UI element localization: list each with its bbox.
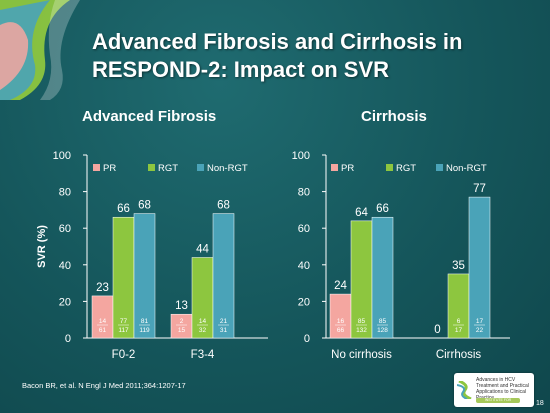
fraction-denominator: 32 xyxy=(199,327,207,334)
legend-label-non-rgt: Non-RGT xyxy=(207,163,248,174)
legend-swatch-rgt xyxy=(386,164,393,171)
bar-pr xyxy=(170,313,193,339)
category-label: F0-2 xyxy=(112,349,136,361)
citation: Bacon BR, et al. N Engl J Med 2011;364:1… xyxy=(22,381,186,390)
y-tick-label: 0 xyxy=(65,333,71,345)
fraction-numerator: 2 xyxy=(180,318,184,325)
fraction-numerator: 17 xyxy=(476,318,484,325)
fraction-denominator: 61 xyxy=(99,327,107,334)
y-tick-label: 20 xyxy=(59,296,71,308)
category-label: No cirrhosis xyxy=(331,349,392,361)
bar-rgt xyxy=(447,273,470,339)
bar-pr xyxy=(91,295,114,339)
y-tick-label: 80 xyxy=(298,187,310,199)
data-label: 44 xyxy=(196,243,209,255)
data-label: 64 xyxy=(355,207,368,219)
legend-label-pr: PR xyxy=(341,163,354,174)
legend-label-rgt: RGT xyxy=(158,163,178,174)
fraction-denominator: 119 xyxy=(139,327,150,334)
legend-swatch-non-rgt xyxy=(436,164,443,171)
y-tick-label: 100 xyxy=(292,150,310,162)
bar-non-rgt xyxy=(212,213,235,339)
fraction-denominator: 22 xyxy=(476,327,484,334)
conference-badge: Advances in HCV Treatment and Practical … xyxy=(454,373,534,407)
bar-rgt xyxy=(112,216,135,339)
fraction-denominator: 17 xyxy=(455,327,463,334)
legend-label-rgt: RGT xyxy=(396,163,416,174)
fraction-denominator: 15 xyxy=(178,327,186,334)
data-label: 66 xyxy=(376,203,389,215)
badge-pill: INSTITUTE FOR GASTROENTEROLOGY xyxy=(476,398,520,407)
legend-swatch-pr xyxy=(93,164,100,171)
data-label: 35 xyxy=(452,260,465,272)
data-label: 68 xyxy=(138,200,151,212)
bar-rgt xyxy=(350,220,373,339)
y-tick-label: 40 xyxy=(59,260,71,272)
fraction-denominator: 31 xyxy=(220,327,228,334)
fraction-numerator: 14 xyxy=(99,318,107,325)
category-label: Cirrhosis xyxy=(436,349,482,361)
fraction-numerator: 16 xyxy=(337,318,345,325)
fraction-numerator: 21 xyxy=(220,318,228,325)
legend-swatch-non-rgt xyxy=(197,164,204,171)
chart-title-cirrhosis: Cirrhosis xyxy=(361,108,427,125)
chart-title-advanced-fibrosis: Advanced Fibrosis xyxy=(82,108,217,125)
data-label: 77 xyxy=(473,183,486,195)
data-label: 13 xyxy=(175,300,188,312)
y-tick-label: 0 xyxy=(304,333,310,345)
fraction-numerator: 81 xyxy=(141,318,149,325)
data-label: 66 xyxy=(117,203,130,215)
y-tick-label: 60 xyxy=(59,223,71,235)
slide-title: Advanced Fibrosis and Cirrhosis in RESPO… xyxy=(92,29,463,82)
y-tick-label: 40 xyxy=(298,260,310,272)
legend-swatch-rgt xyxy=(148,164,155,171)
legend-swatch-pr xyxy=(331,164,338,171)
data-label: 0 xyxy=(434,324,440,336)
y-axis-label: SVR (%) xyxy=(36,225,48,268)
fraction-numerator: 14 xyxy=(199,318,207,325)
fraction-denominator: 66 xyxy=(337,327,345,334)
category-label: F3-4 xyxy=(191,349,215,361)
ribbon-logo xyxy=(0,0,80,100)
bar-rgt xyxy=(191,257,214,339)
y-tick-label: 100 xyxy=(53,150,71,162)
y-tick-label: 60 xyxy=(298,223,310,235)
fraction-numerator: 85 xyxy=(358,318,366,325)
fraction-numerator: 77 xyxy=(120,318,128,325)
badge-logo-icon xyxy=(457,381,472,399)
fraction-denominator: 132 xyxy=(356,327,367,334)
data-label: 24 xyxy=(334,280,347,292)
fraction-numerator: 6 xyxy=(457,318,461,325)
bar-pr xyxy=(329,293,352,339)
legend-label-non-rgt: Non-RGT xyxy=(446,163,487,174)
bar-non-rgt xyxy=(371,216,394,339)
bar-non-rgt xyxy=(133,213,156,339)
data-label: 68 xyxy=(217,200,230,212)
fraction-denominator: 117 xyxy=(118,327,129,334)
legend-label-pr: PR xyxy=(103,163,116,174)
bar-non-rgt xyxy=(468,196,491,339)
data-label: 23 xyxy=(96,282,109,294)
fraction-denominator: 128 xyxy=(377,327,388,334)
page-number: 18 xyxy=(536,400,544,407)
y-tick-label: 80 xyxy=(59,187,71,199)
fraction-numerator: 85 xyxy=(379,318,387,325)
y-tick-label: 20 xyxy=(298,296,310,308)
